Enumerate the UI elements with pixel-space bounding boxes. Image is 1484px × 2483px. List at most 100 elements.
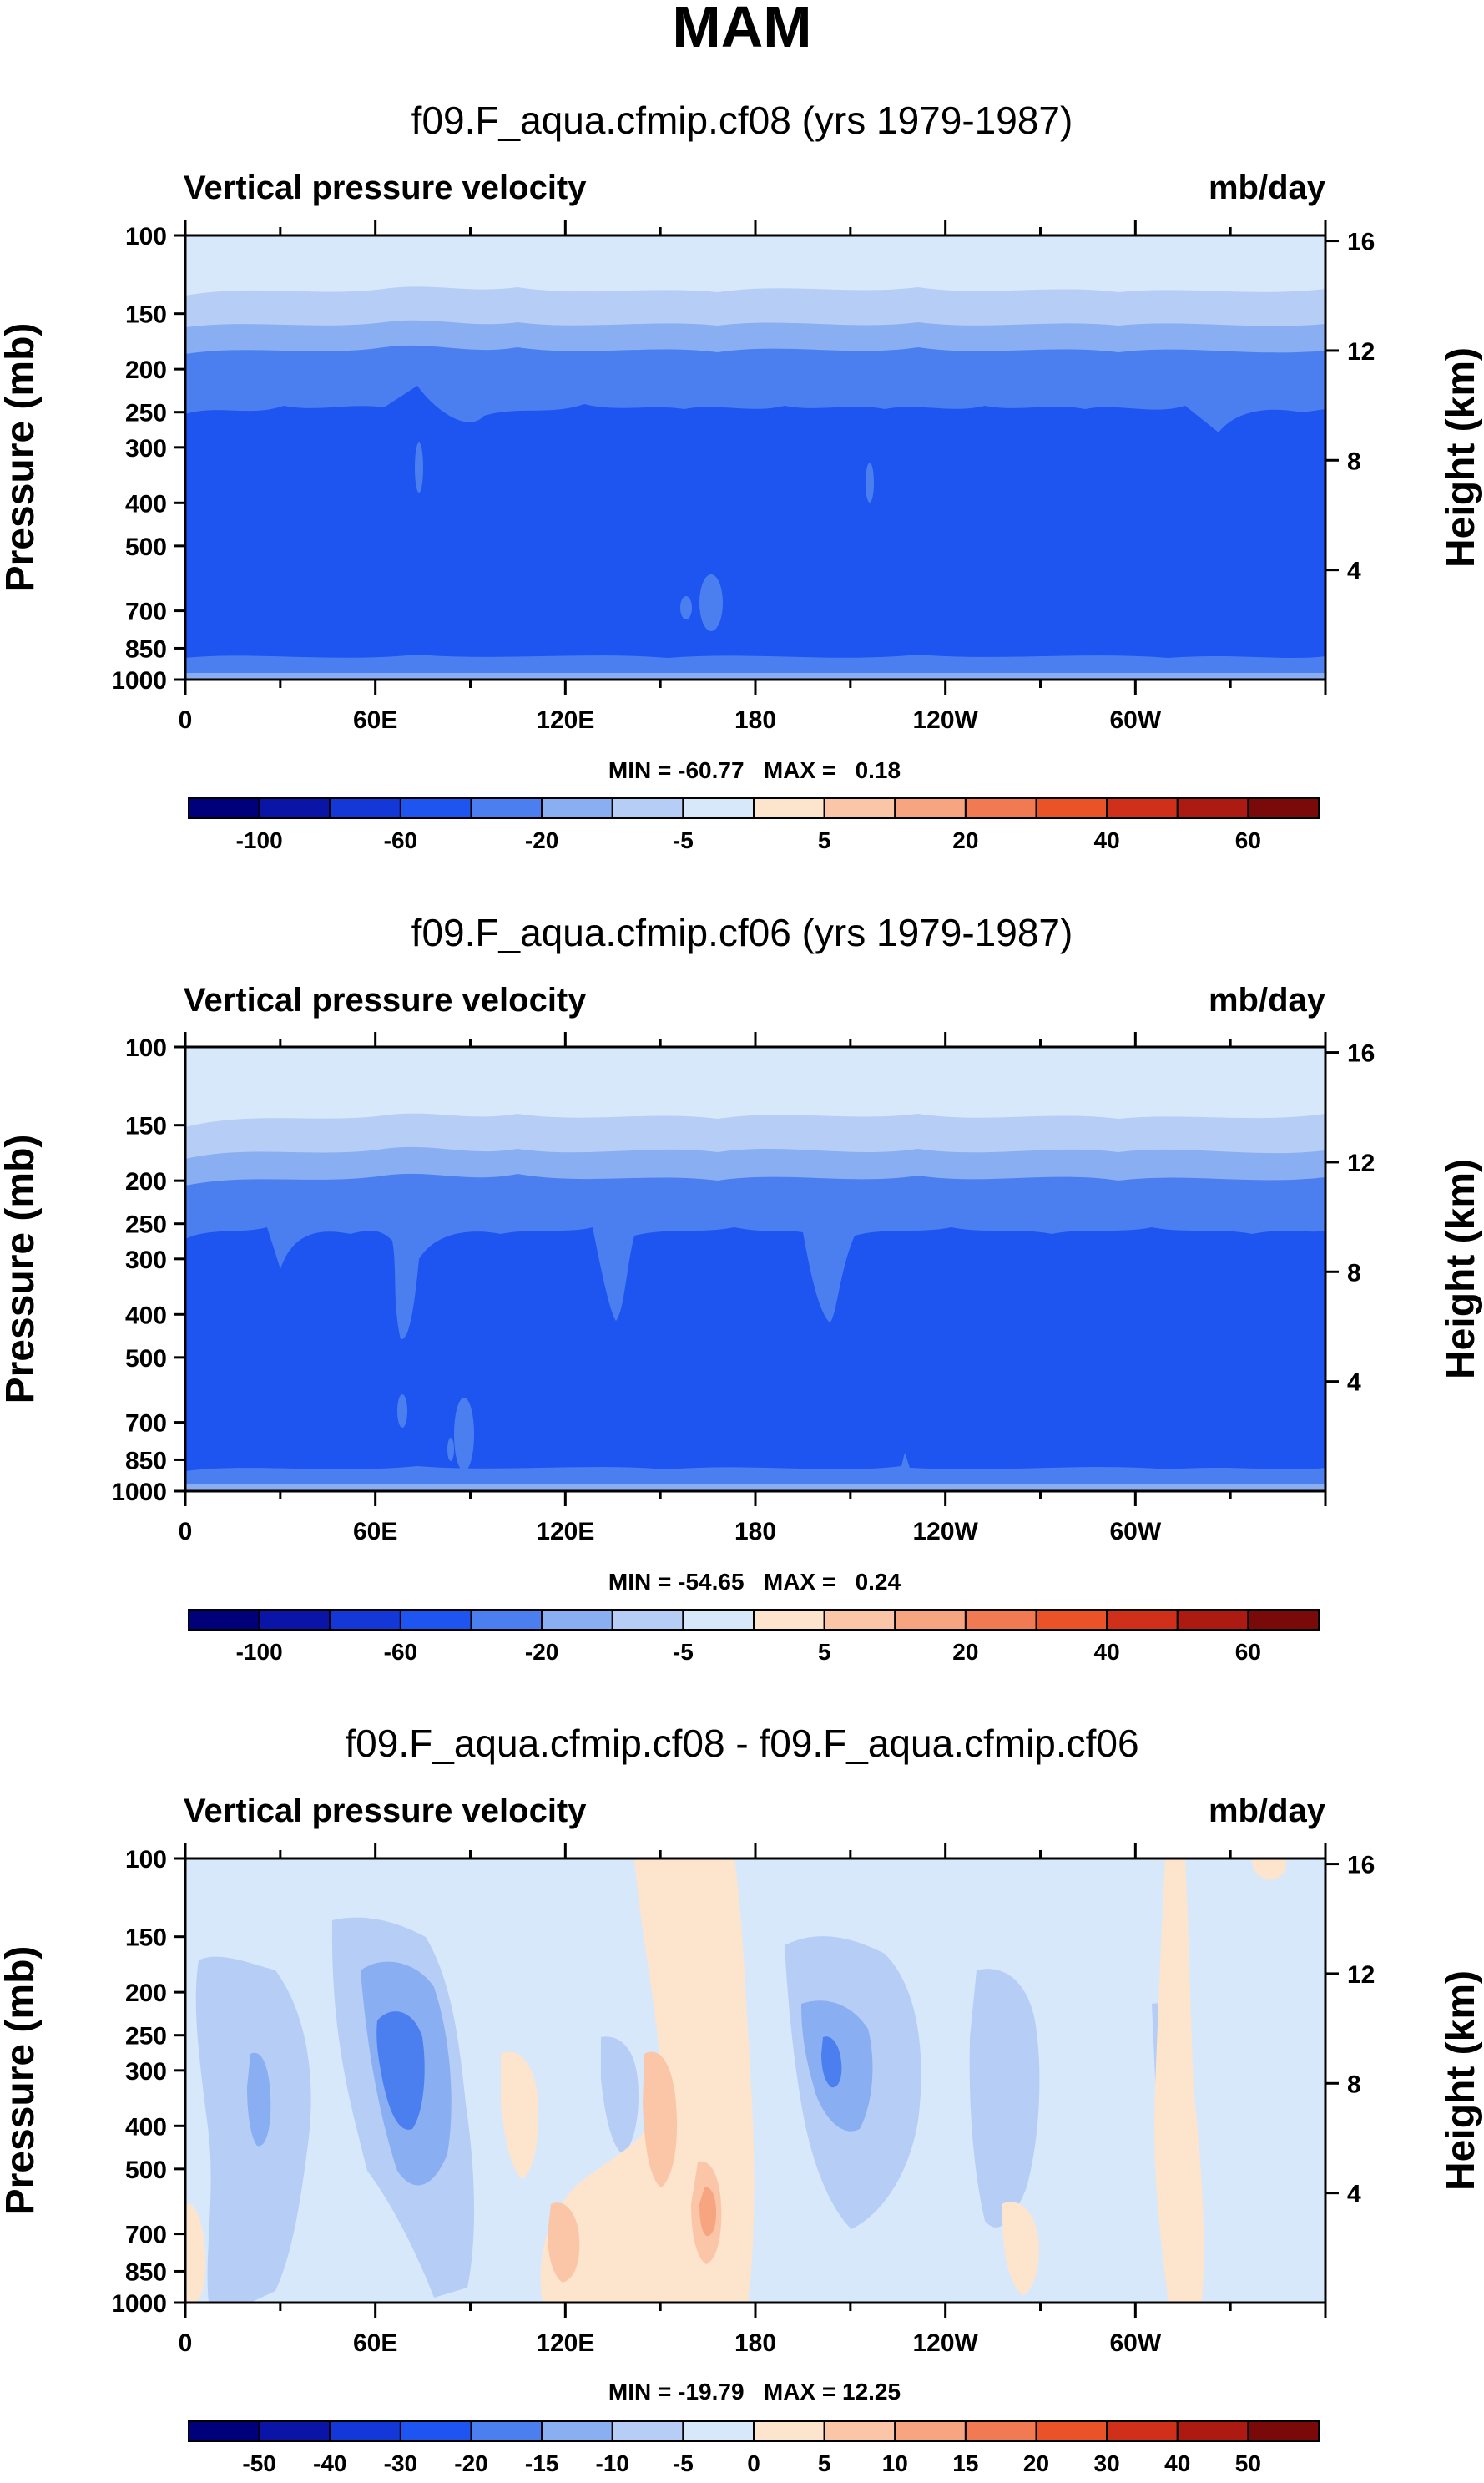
colorbar-box [1176, 797, 1249, 819]
colorbar-box [329, 2420, 401, 2442]
colorbar-box [823, 797, 896, 819]
panel-1-ylabel: Pressure (mb) [0, 323, 43, 593]
longitude-tick-label: 120W [912, 1518, 978, 1545]
panel-3-title: f09.F_aqua.cfmip.cf08 - f09.F_aqua.cfmip… [345, 1722, 1138, 1765]
colorbar-box [894, 2420, 967, 2442]
pressure-tick-label: 400 [125, 490, 167, 518]
colorbar-box [541, 797, 613, 819]
panel-2-plot-area [184, 1045, 1327, 1493]
colorbar-box [964, 1609, 1037, 1631]
panel-3: f09.F_aqua.cfmip.cf08 - f09.F_aqua.cfmip… [0, 1722, 1483, 2476]
colorbar-box [329, 1609, 401, 1631]
colorbar-box [823, 2420, 896, 2442]
page-title: MAM [672, 0, 811, 59]
height-tick-label: 12 [1347, 1150, 1375, 1177]
colorbar-label: -20 [525, 827, 558, 853]
pressure-tick-label: 200 [125, 1980, 167, 2007]
height-tick-label: 4 [1347, 558, 1361, 585]
colorbar-box [1176, 1609, 1249, 1631]
pressure-tick-label: 100 [125, 1846, 167, 1874]
colorbar-box [258, 2420, 331, 2442]
pressure-tick-label: 1000 [111, 1479, 167, 1506]
longitude-tick-label: 60W [1109, 706, 1161, 734]
pressure-tick-label: 250 [125, 400, 167, 427]
panel-1-spot-a [415, 442, 423, 493]
colorbar-box [188, 797, 260, 819]
colorbar-box [1247, 2420, 1320, 2442]
panel-3-pos-region-d [699, 2187, 716, 2237]
colorbar-label: 5 [818, 1639, 831, 1665]
colorbar-box [682, 1609, 755, 1631]
colorbar-label: -10 [596, 2450, 629, 2476]
colorbar-box [329, 797, 401, 819]
height-tick-label: 4 [1347, 1369, 1361, 1397]
pressure-tick-label: 850 [125, 635, 167, 663]
colorbar-box [470, 1609, 543, 1631]
longitude-tick-label: 120E [536, 2329, 594, 2357]
panel-1: f09.F_aqua.cfmip.cf08 (yrs 1979-1987) Ve… [0, 99, 1483, 853]
longitude-tick-label: 0 [179, 2329, 193, 2357]
panel-3-pos-region-h [1002, 2202, 1040, 2296]
pressure-tick-label: 200 [125, 1168, 167, 1196]
pressure-tick-label: 1000 [111, 667, 167, 695]
colorbar-label: -5 [673, 2450, 694, 2476]
colorbar-box [1106, 2420, 1179, 2442]
panel-2-left-label: Vertical pressure velocity [184, 982, 587, 1019]
longitude-tick-label: 60W [1109, 1518, 1161, 1545]
colorbar-box [188, 2420, 260, 2442]
panel-1-spot-c [699, 574, 723, 631]
panel-1-band-bottom [185, 673, 1325, 680]
colorbar-box [753, 797, 825, 819]
colorbar-box [470, 797, 543, 819]
colorbar-box [470, 2420, 543, 2442]
colorbar-box [541, 2420, 613, 2442]
colorbar-label: 60 [1235, 827, 1261, 853]
longitude-tick-label: 120W [912, 706, 978, 734]
longitude-tick-label: 180 [734, 2329, 776, 2357]
panel-2-min-max: MIN = -54.65 MAX = 0.24 [608, 1569, 901, 1595]
colorbar-box [964, 2420, 1037, 2442]
panel-1-title: f09.F_aqua.cfmip.cf08 (yrs 1979-1987) [411, 99, 1073, 142]
longitude-tick-label: 0 [179, 706, 193, 734]
pressure-tick-label: 500 [125, 1345, 167, 1373]
colorbar-label: -15 [525, 2450, 558, 2476]
panel-1-plot-area [184, 234, 1327, 681]
panel-1-contour-40 [185, 386, 1325, 680]
colorbar-label: -100 [236, 1639, 283, 1665]
panel-2-band-lower [185, 1453, 1325, 1491]
panel-3-min-max: MIN = -19.79 MAX = 12.25 [608, 2379, 901, 2405]
panel-3-units-label: mb/day [1209, 1793, 1326, 1829]
panel-3-neg-region-i [821, 2036, 842, 2088]
longitude-tick-label: 60E [353, 1518, 397, 1545]
colorbar-box [964, 797, 1037, 819]
panel-2-ylabel: Pressure (mb) [0, 1135, 43, 1404]
colorbar-label: 20 [952, 1639, 978, 1665]
longitude-tick-label: 60E [353, 2329, 397, 2357]
panel-2-axes: 100 150 200 250 300 400 500 700 850 1000 16 12 8 4 0 60… [111, 1032, 1375, 1545]
colorbar-box [682, 797, 755, 819]
panel-3-axes: 100 150 200 250 300 400 500 700 850 1000 16 12 8 4 0 60… [111, 1843, 1375, 2357]
panel-2-contour-40 [185, 1227, 1325, 1491]
panel-1-min-max: MIN = -60.77 MAX = 0.18 [608, 757, 901, 783]
panel-2-units-label: mb/day [1209, 982, 1326, 1019]
longitude-tick-label: 120E [536, 706, 594, 734]
colorbar-box [1035, 797, 1108, 819]
panel-2-title: f09.F_aqua.cfmip.cf06 (yrs 1979-1987) [411, 911, 1073, 954]
colorbar-box [823, 1609, 896, 1631]
height-tick-label: 16 [1347, 229, 1375, 256]
panel-1-axes: 100 150 200 250 300 400 500 700 850 1000 16 12 8 4 0 60… [111, 220, 1375, 734]
panel-3-neg-region-j [969, 1969, 1040, 2228]
panel-2-band-bottom [185, 1484, 1325, 1491]
colorbar-box [1106, 1609, 1179, 1631]
pressure-tick-label: 300 [125, 435, 167, 463]
colorbar-label: -20 [525, 1639, 558, 1665]
longitude-tick-label: 180 [734, 1518, 776, 1545]
colorbar-box [753, 2420, 825, 2442]
panel-2-y2label: Height (km) [1439, 1159, 1483, 1379]
colorbar-box [611, 2420, 684, 2442]
colorbar-box [258, 797, 331, 819]
colorbar-box [399, 797, 472, 819]
colorbar-label: 5 [818, 827, 831, 853]
